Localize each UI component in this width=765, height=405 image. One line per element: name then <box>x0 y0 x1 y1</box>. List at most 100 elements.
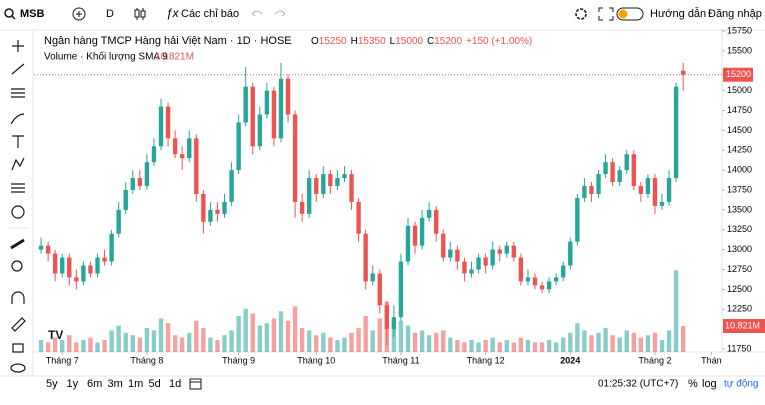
date-range-icon[interactable] <box>189 378 202 390</box>
volume-bar <box>681 326 686 352</box>
indicators-button[interactable]: Các chỉ báo <box>181 8 239 20</box>
compare-button[interactable] <box>72 7 86 21</box>
volume-bar <box>603 328 608 352</box>
y-tick-label: 13000 <box>727 244 752 254</box>
pattern-tool[interactable] <box>11 157 25 171</box>
auto-toggle[interactable]: tự động <box>724 379 759 390</box>
candle-body <box>335 178 340 187</box>
candle-body <box>264 90 270 115</box>
candle-body <box>624 154 629 171</box>
trendline-tool[interactable] <box>11 63 25 75</box>
candle-body <box>575 197 580 242</box>
volume-bar <box>278 311 284 352</box>
candle-body <box>377 273 382 306</box>
volume-bar <box>525 340 531 352</box>
range-button[interactable]: 5y <box>46 378 58 390</box>
crosshair-tool[interactable] <box>12 40 24 52</box>
zoom-tool[interactable] <box>11 260 23 272</box>
volume-bar <box>299 328 305 352</box>
forecast-tool[interactable] <box>11 183 25 193</box>
range-button[interactable]: 6m <box>87 378 102 390</box>
icon-tool[interactable] <box>11 205 25 219</box>
volume-bar <box>95 342 100 352</box>
percent-toggle[interactable]: % <box>688 378 698 390</box>
log-toggle[interactable]: log <box>702 378 717 390</box>
magnet-tool[interactable] <box>11 291 25 304</box>
volume-bar <box>476 342 481 352</box>
range-button[interactable]: 1y <box>67 378 79 390</box>
volume-badge <box>723 319 765 334</box>
measure-tool[interactable] <box>10 238 25 250</box>
search-icon[interactable] <box>4 8 14 18</box>
candle-body <box>314 178 319 194</box>
range-button[interactable]: 3m <box>108 378 123 390</box>
brush-tool[interactable] <box>10 113 25 125</box>
ohlc-value: 15350 <box>358 36 386 47</box>
candle-body <box>257 114 262 147</box>
lock-drawings[interactable] <box>11 317 26 332</box>
range-button[interactable]: 1m <box>128 378 143 390</box>
redo[interactable] <box>274 10 286 17</box>
candle-body <box>109 233 114 262</box>
chart-type-icon <box>140 10 146 18</box>
candle-body <box>179 154 185 159</box>
undo[interactable] <box>251 10 263 17</box>
volume-bar <box>405 325 411 352</box>
volume-bar <box>109 330 114 352</box>
fullscreen[interactable] <box>598 7 614 21</box>
volume-bar <box>314 335 319 352</box>
text-tool[interactable] <box>12 135 24 148</box>
candle-body <box>292 114 298 202</box>
volume-bar <box>363 316 368 352</box>
change-value: +150 (+1.00%) <box>466 36 532 47</box>
candle-body <box>67 257 72 278</box>
x-tick-label: Tháng 8 <box>130 355 163 365</box>
symbol[interactable]: MSB <box>20 8 45 20</box>
ohlc-label: L <box>390 36 396 47</box>
volume-bar <box>250 313 255 352</box>
candle-body <box>370 273 375 282</box>
x-tick-label: Tháng 7 <box>46 355 79 365</box>
login-link[interactable]: Đăng nhập <box>708 8 762 20</box>
candle-body <box>659 201 665 206</box>
volume-bar <box>165 323 171 352</box>
visibility-tool[interactable] <box>10 363 26 373</box>
candle-body <box>222 201 227 214</box>
volume-legend: Volume · Khối lượng SMA 9 <box>44 51 168 63</box>
candle-body <box>250 86 255 147</box>
volume-bar <box>652 332 658 352</box>
lock-tool[interactable] <box>12 343 24 353</box>
volume-bar <box>518 337 524 352</box>
volume-bar <box>596 332 601 352</box>
fib-tool[interactable] <box>11 88 25 98</box>
y-tick-label: 15000 <box>727 85 752 95</box>
volume-bar <box>123 332 128 352</box>
y-tick-label: 13250 <box>727 224 752 234</box>
volume-bar <box>511 342 517 352</box>
fx-icon: ƒx <box>166 6 180 20</box>
range-button[interactable]: 1d <box>169 378 181 390</box>
volume-bar <box>328 337 333 352</box>
range-button[interactable]: 5d <box>149 378 161 390</box>
candle-body <box>483 257 488 266</box>
candle-body <box>229 170 234 202</box>
volume-bar <box>201 328 206 352</box>
volume-bar <box>52 337 58 352</box>
candle-body <box>187 138 192 159</box>
volume-bar <box>638 337 644 352</box>
candle-body <box>130 178 135 190</box>
ohlc-label: H <box>351 36 358 47</box>
candle-body <box>532 277 538 286</box>
interval[interactable]: D <box>106 8 114 20</box>
candle-body <box>45 245 51 254</box>
ohlc-value: 15200 <box>434 36 462 47</box>
volume-bar <box>222 335 227 352</box>
volume-bar <box>215 340 220 352</box>
y-tick-label: 14750 <box>727 105 752 115</box>
volume-bar <box>292 306 298 352</box>
volume-bar <box>38 340 44 352</box>
y-tick-label: 13500 <box>727 204 752 214</box>
volume-bar <box>645 335 651 352</box>
guide-link[interactable]: Hướng dẫn <box>650 7 706 20</box>
settings[interactable] <box>575 8 587 20</box>
